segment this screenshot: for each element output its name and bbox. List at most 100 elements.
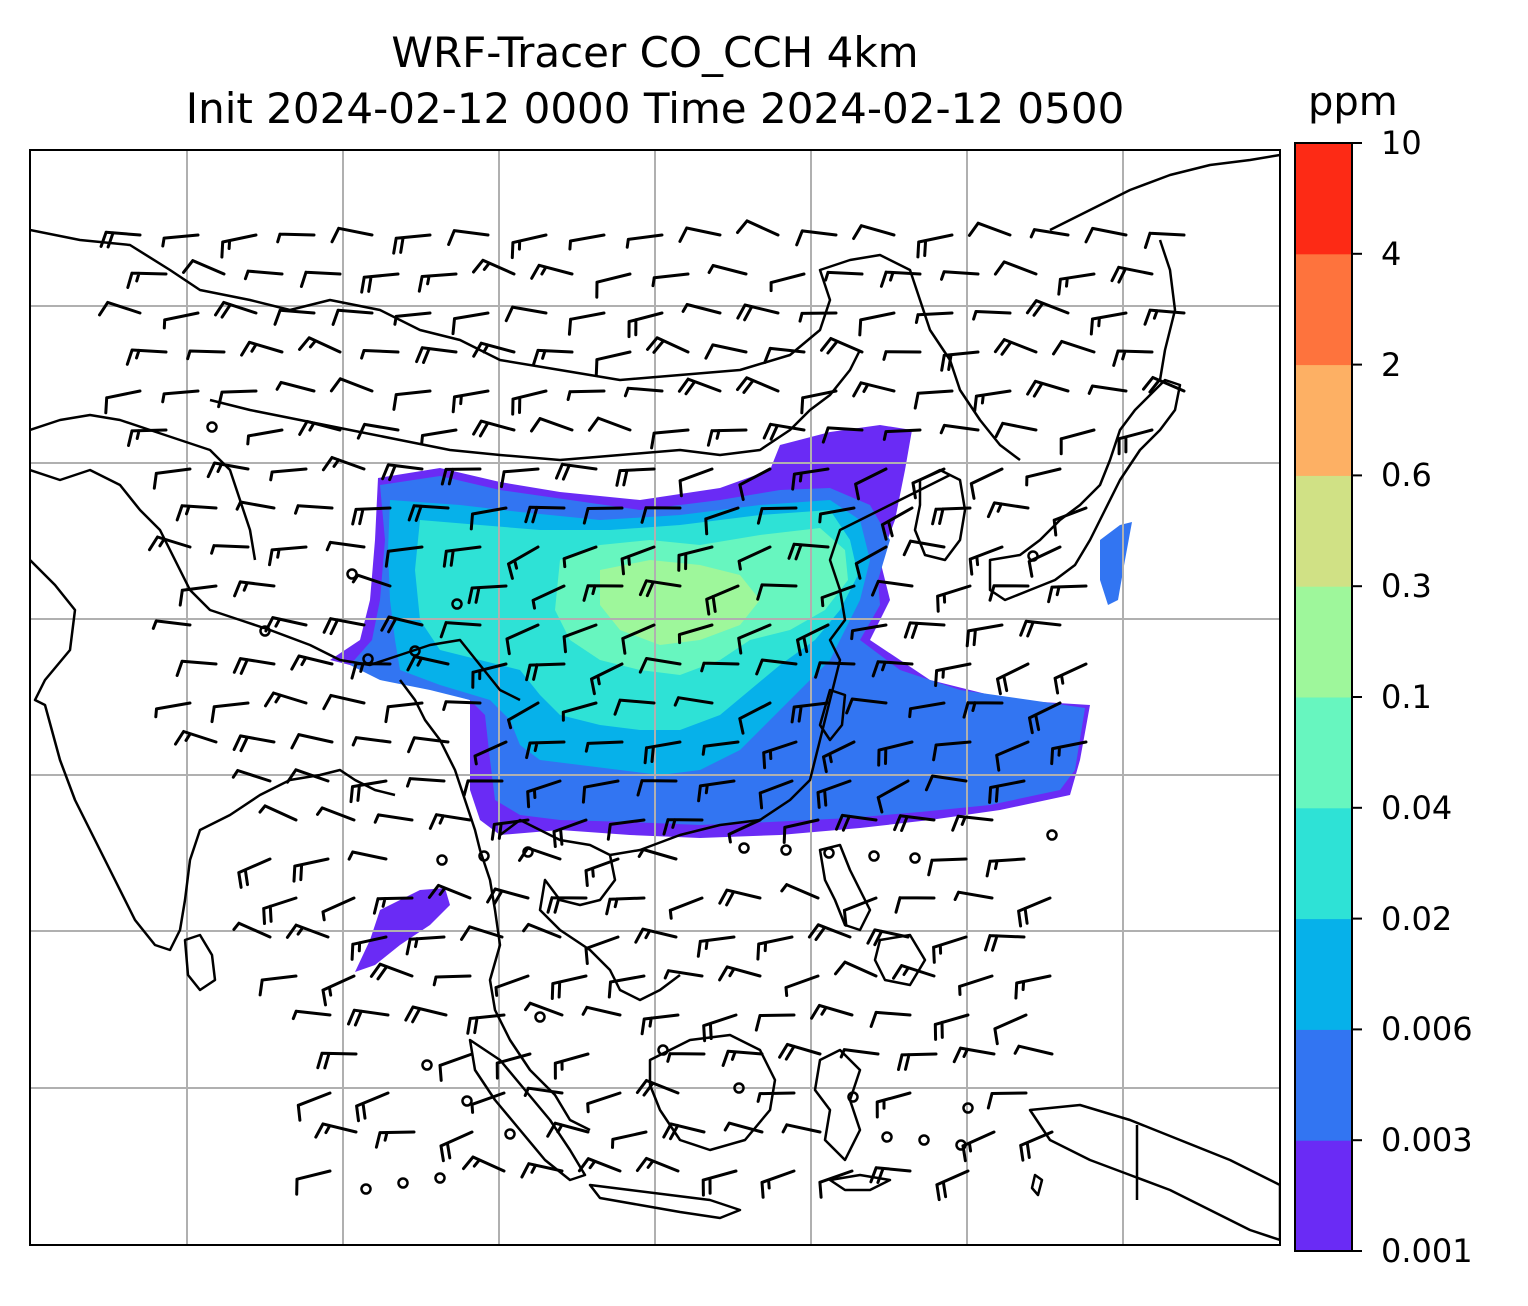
wind-barb — [706, 428, 748, 447]
wind-barb — [322, 693, 366, 711]
small-island — [1030, 1173, 1044, 1197]
wind-barb — [897, 1052, 938, 1071]
wind-barb — [331, 308, 374, 326]
wind-barb — [854, 545, 888, 580]
wind-barb — [233, 580, 276, 598]
wind-barb — [264, 616, 308, 633]
calm-wind-circle — [434, 1172, 446, 1184]
wind-barb — [967, 221, 1012, 237]
calm-wind-circle — [522, 846, 534, 858]
wind-barb — [908, 701, 946, 719]
wind-barb — [582, 506, 624, 525]
wind-barb — [914, 311, 954, 324]
wind-barb — [696, 935, 736, 958]
wind-barb — [940, 270, 980, 281]
wind-barb — [154, 701, 192, 719]
wind-barb — [1143, 308, 1186, 326]
wind-barb — [756, 506, 798, 525]
map-title-line1: WRF-Tracer CO_CCH 4km — [391, 28, 919, 77]
colorbar-segment — [1295, 253, 1352, 366]
wind-barb — [973, 389, 1012, 413]
wind-barb — [852, 224, 896, 240]
calm-wind-circle — [362, 653, 374, 665]
wind-barb — [406, 655, 450, 672]
wind-barb — [852, 381, 896, 398]
wind-barb — [993, 338, 1038, 356]
wind-barb — [356, 422, 400, 440]
colorbar-segment — [1295, 475, 1352, 587]
wind-barb — [526, 779, 562, 809]
wind-barb — [152, 467, 192, 490]
calm-wind-circle — [1027, 550, 1039, 562]
wind-barb — [737, 623, 772, 655]
coastlines-and-borders — [30, 153, 1280, 1242]
wind-barb — [662, 818, 704, 836]
wind-barb — [469, 506, 508, 531]
wind-barb — [940, 350, 980, 372]
colorbar-segment — [1295, 1029, 1352, 1141]
wind-barbs — [98, 219, 1186, 1202]
wind-barb — [330, 226, 374, 244]
wind-barb — [1029, 228, 1070, 239]
wind-barb — [894, 896, 936, 914]
wind-barb — [530, 263, 574, 280]
wind-barb — [507, 545, 540, 580]
wind-barb — [1014, 974, 1052, 1000]
wind-barb — [1052, 339, 1096, 356]
wind-barb — [298, 419, 342, 436]
wind-barb — [415, 346, 458, 364]
wind-barb — [702, 1013, 738, 1043]
wind-barb — [290, 654, 334, 671]
wind-barb — [605, 896, 646, 916]
wind-barb — [553, 1052, 590, 1080]
wind-barb — [931, 506, 972, 526]
wind-barb — [472, 258, 516, 276]
calm-wind-circle — [733, 1082, 745, 1094]
wind-barb — [240, 340, 284, 357]
borneo — [648, 1033, 777, 1152]
wind-barb — [681, 303, 722, 315]
colorbar-segment — [1295, 586, 1352, 698]
wind-barb — [662, 1122, 706, 1141]
wind-barb — [258, 804, 298, 822]
wind-barb — [636, 779, 678, 797]
wind-barb — [210, 701, 250, 724]
wind-barb — [927, 857, 968, 877]
wind-barb — [258, 974, 298, 997]
wind-barb — [902, 539, 946, 557]
wind-barb — [427, 883, 472, 900]
wind-barb — [590, 662, 624, 696]
wind-barb — [866, 928, 910, 947]
wind-barb — [879, 270, 922, 288]
wind-barb — [951, 814, 994, 832]
wind-barb — [584, 857, 620, 887]
wind-barb — [780, 883, 820, 900]
wind-barb — [530, 417, 574, 433]
wind-barb — [393, 311, 432, 326]
wind-barb — [995, 740, 1030, 772]
wind-barb — [490, 818, 530, 841]
map-title-line2: Init 2024-02-12 0000 Time 2024-02-12 050… — [185, 84, 1125, 133]
calm-wind-circle — [738, 842, 750, 854]
wind-barb — [640, 506, 682, 524]
wind-barb — [524, 505, 566, 524]
wind-barb — [824, 270, 864, 282]
wind-barb — [1117, 428, 1154, 456]
wind-barb — [936, 584, 972, 613]
wind-barb — [439, 1130, 474, 1163]
wind-barb — [360, 272, 400, 294]
wind-barb — [381, 463, 424, 482]
wind-barb — [505, 623, 540, 656]
colorbar-tick-label: 0.003 — [1381, 1121, 1473, 1160]
wind-barb — [932, 935, 968, 964]
wind-barb — [161, 389, 200, 404]
wind-barb — [635, 1156, 680, 1173]
wind-barb — [858, 311, 896, 337]
wind-barb — [677, 377, 722, 396]
wind-barb — [787, 542, 830, 561]
wind-barb — [584, 740, 624, 753]
wind-barb — [760, 1169, 796, 1199]
wind-barb — [321, 456, 366, 472]
calm-wind-circle — [478, 850, 490, 862]
calm-wind-circle — [346, 568, 358, 580]
